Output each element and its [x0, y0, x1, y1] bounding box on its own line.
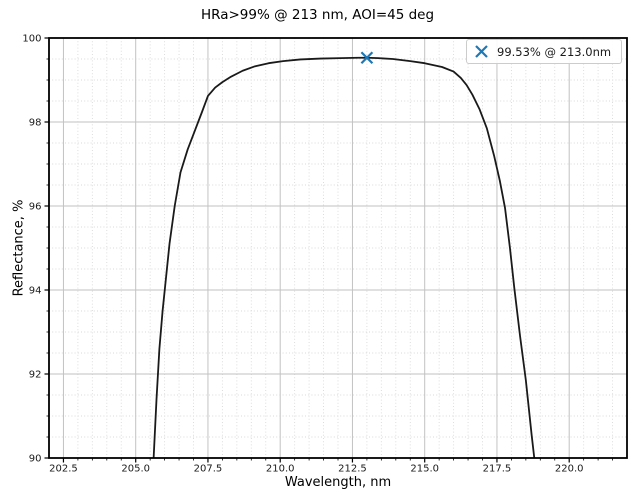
x-marker-icon — [475, 45, 488, 58]
y-tick-label: 100 — [22, 34, 41, 45]
x-tick-label: 212.5 — [338, 464, 367, 475]
x-tick-label: 215.0 — [410, 464, 439, 475]
y-tick-label: 90 — [29, 454, 42, 465]
y-axis-label: Reflectance, % — [11, 199, 27, 297]
x-axis-label: Wavelength, nm — [284, 475, 392, 490]
reflectance-curve — [152, 56, 536, 458]
x-tick-label: 220.0 — [555, 464, 584, 475]
x-tick-label: 210.0 — [266, 464, 295, 475]
legend: 99.53% @ 213.0nm — [466, 39, 622, 64]
axes-spines — [48, 37, 628, 459]
y-tick-label: 94 — [29, 286, 42, 297]
x-tick-label: 217.5 — [483, 464, 512, 475]
y-tick-label: 96 — [29, 202, 42, 213]
x-tick-label: 207.5 — [194, 464, 223, 475]
legend-label: 99.53% @ 213.0nm — [497, 44, 612, 59]
y-tick-label: 98 — [29, 118, 42, 129]
peak-marker-icon — [360, 51, 374, 65]
y-tick-label: 92 — [29, 370, 42, 381]
chart-title: HRa>99% @ 213 nm, AOI=45 deg — [200, 7, 435, 23]
x-tick-label: 205.0 — [121, 464, 150, 475]
x-tick-label: 202.5 — [49, 464, 78, 475]
